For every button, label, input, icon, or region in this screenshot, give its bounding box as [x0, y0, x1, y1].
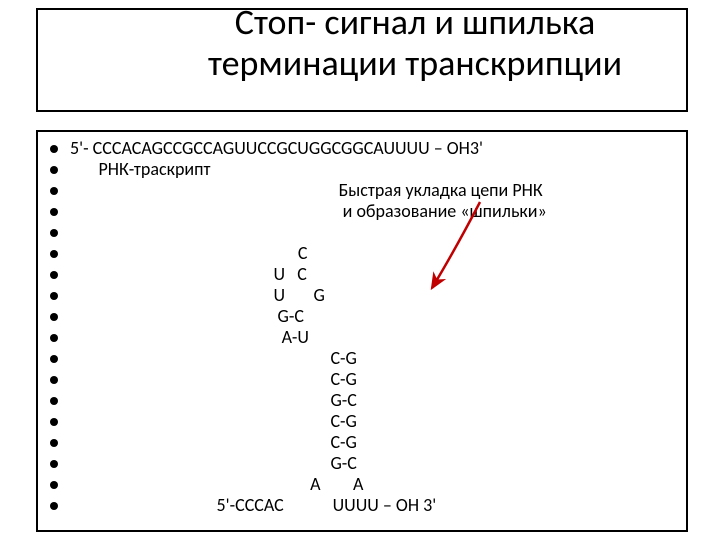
arrow-annotation	[0, 0, 720, 540]
